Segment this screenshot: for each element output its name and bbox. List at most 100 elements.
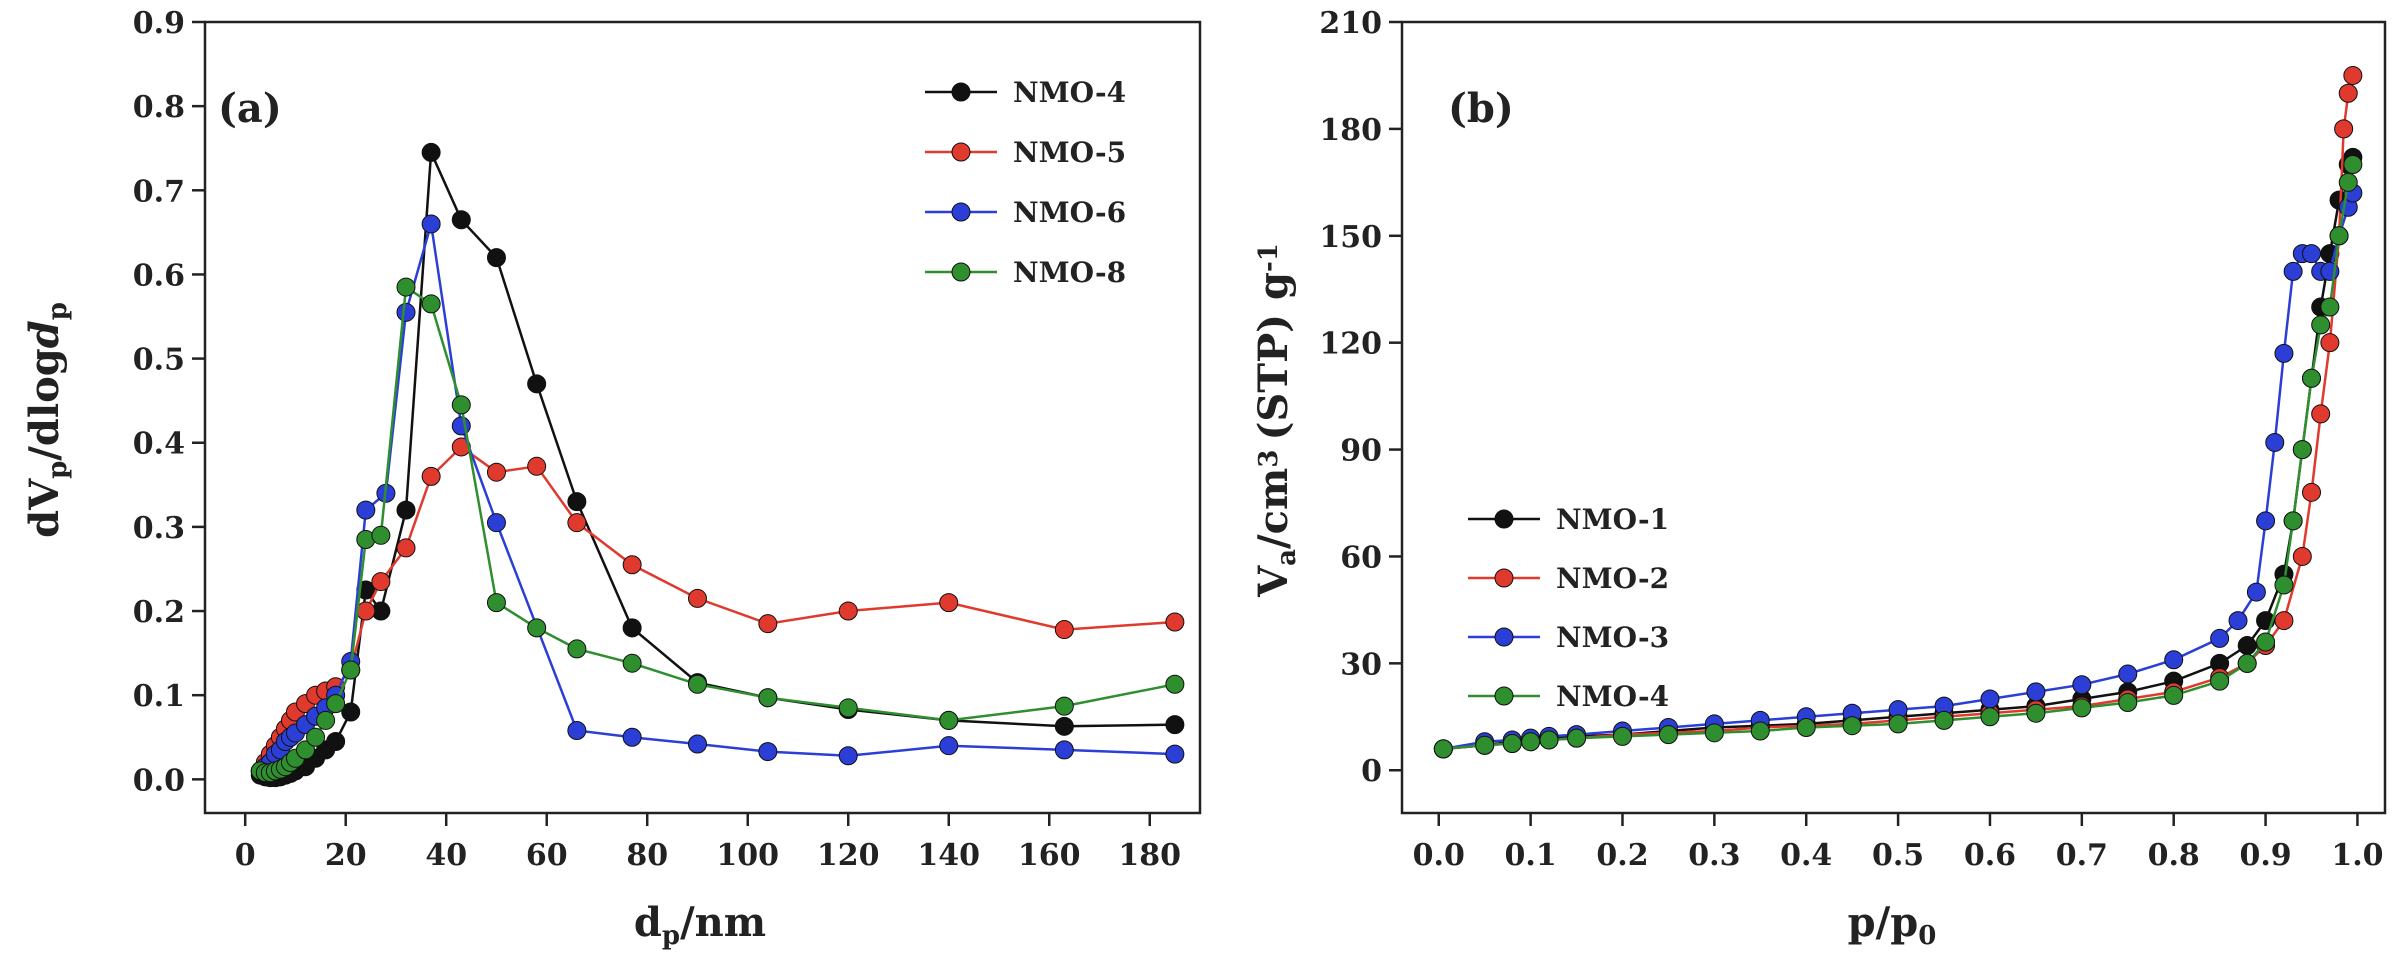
x-tick-label-a: 20 [325, 838, 367, 873]
y-tick-label-b: 0 [1361, 754, 1382, 789]
data-point-nmo-8 [486, 593, 506, 613]
data-point-nmo-5 [486, 462, 506, 482]
data-point-nmo-3 [2210, 628, 2230, 648]
legend-swatch-marker [1494, 686, 1514, 706]
x-axis-label-a: dp/nm [634, 899, 766, 951]
series-nmo-8-a [250, 277, 1185, 783]
plot-frame-b [1400, 20, 2387, 815]
y-axis-label-a: dVp/dlogdp [21, 302, 73, 538]
data-point-nmo-3 [2256, 511, 2276, 531]
data-point-nmo-8 [838, 698, 858, 718]
panel-a-pore-size-distribution: 0 20 40 60 80 100 120 140 160 180 0.0 0.1 0.2 0.3 0.4 0… [21, 6, 1202, 951]
data-point-nmo-3 [2246, 582, 2266, 602]
legend-swatch-marker [1494, 568, 1514, 588]
data-point-nmo-6 [396, 302, 416, 322]
x-tick-label-a: 100 [716, 838, 779, 873]
series-nmo-1-b [1433, 147, 2363, 759]
data-point-nmo-4 [2302, 368, 2322, 388]
data-point-nmo-3 [2164, 650, 2184, 670]
plot-frame-a [203, 20, 1202, 815]
x-tick-label-a: 40 [425, 838, 467, 873]
data-point-nmo-4 [2026, 703, 2046, 723]
x-tick-label-a: 140 [917, 838, 980, 873]
data-point-nmo-4 [1165, 715, 1185, 735]
x-tick-label-b: 0.0 [1413, 838, 1465, 873]
y-tick-label-b: 180 [1319, 113, 1382, 148]
x-tick-label-a: 180 [1118, 838, 1181, 873]
series-line-nmo-8 [259, 284, 1176, 774]
data-point-nmo-5 [622, 555, 642, 575]
data-point-nmo-8 [451, 395, 471, 415]
data-point-nmo-5 [356, 601, 376, 621]
x-tick-label-b: 0.5 [1872, 838, 1924, 873]
data-point-nmo-5 [451, 437, 471, 457]
data-point-nmo-5 [567, 513, 587, 533]
data-point-nmo-4 [2118, 693, 2138, 713]
legend-entry: NMO-2 [1468, 562, 1669, 595]
data-point-nmo-5 [421, 466, 441, 486]
legend-entry: NMO-1 [1468, 503, 1669, 536]
series-nmo-4-b [1433, 155, 2363, 759]
data-point-nmo-4 [1502, 734, 1522, 754]
data-point-nmo-8 [296, 740, 316, 760]
y-axis-label-b: Va/cm3 (STP) g-1 [1250, 243, 1302, 598]
legend-swatch-marker [951, 202, 971, 222]
data-point-nmo-4 [2329, 226, 2349, 246]
data-point-nmo-3 [2283, 261, 2303, 281]
data-point-nmo-5 [939, 593, 959, 613]
legend-swatch-marker [951, 262, 971, 282]
x-tick-label-b: 1.0 [2331, 838, 2383, 873]
data-point-nmo-3 [2026, 682, 2046, 702]
x-tick-label-b: 0.9 [2239, 838, 2291, 873]
legend-swatch-marker [1494, 627, 1514, 647]
data-point-nmo-4 [451, 210, 471, 230]
data-point-nmo-5 [371, 572, 391, 592]
legend-label: NMO-6 [1013, 196, 1126, 229]
data-point-nmo-4 [1612, 726, 1632, 746]
data-point-nmo-4 [1658, 725, 1678, 745]
data-point-nmo-8 [527, 618, 547, 638]
x-tick-label-b: 0.7 [2056, 838, 2108, 873]
x-tick-label-a: 160 [1018, 838, 1081, 873]
series-nmo-2-b [1433, 65, 2363, 759]
x-tick-label-b: 0.3 [1688, 838, 1740, 873]
series-line-nmo-5 [259, 445, 1175, 772]
data-point-nmo-2 [2343, 65, 2363, 85]
data-point-nmo-4 [2237, 653, 2257, 673]
data-point-nmo-3 [1980, 689, 2000, 709]
data-point-nmo-8 [567, 639, 587, 659]
data-point-nmo-2 [2274, 611, 2294, 631]
data-point-nmo-2 [2311, 404, 2331, 424]
y-tick-label-a: 0.5 [133, 343, 185, 378]
data-point-nmo-4 [1539, 730, 1559, 750]
data-point-nmo-1 [2237, 636, 2257, 656]
data-point-nmo-4 [2311, 315, 2331, 335]
panel-label-a: (a) [218, 85, 282, 132]
data-point-nmo-4 [2283, 511, 2303, 531]
data-point-nmo-4 [622, 618, 642, 638]
data-point-nmo-3 [2265, 432, 2285, 452]
y-tick-label-b: 210 [1319, 6, 1382, 41]
data-point-nmo-2 [2302, 482, 2322, 502]
data-point-nmo-4 [1842, 716, 1862, 736]
data-point-nmo-4 [2210, 671, 2230, 691]
legend-entry: NMO-5 [925, 136, 1126, 169]
data-point-nmo-3 [2118, 664, 2138, 684]
data-point-nmo-4 [1521, 732, 1541, 752]
data-point-nmo-8 [939, 710, 959, 730]
data-point-nmo-6 [622, 727, 642, 747]
legend-label: NMO-4 [1013, 76, 1126, 109]
legend-entry: NMO-4 [1468, 680, 1669, 713]
data-point-nmo-6 [451, 416, 471, 436]
data-point-nmo-4 [341, 702, 361, 722]
data-point-nmo-8 [421, 294, 441, 314]
x-tick-label-a: 80 [626, 838, 668, 873]
data-point-nmo-8 [371, 525, 391, 545]
legend-label: NMO-8 [1013, 256, 1126, 289]
data-point-nmo-2 [2292, 546, 2312, 566]
data-point-nmo-5 [1054, 620, 1074, 640]
data-point-nmo-5 [838, 601, 858, 621]
legend-swatch-marker [951, 142, 971, 162]
y-tick-label-b: 60 [1340, 540, 1382, 575]
